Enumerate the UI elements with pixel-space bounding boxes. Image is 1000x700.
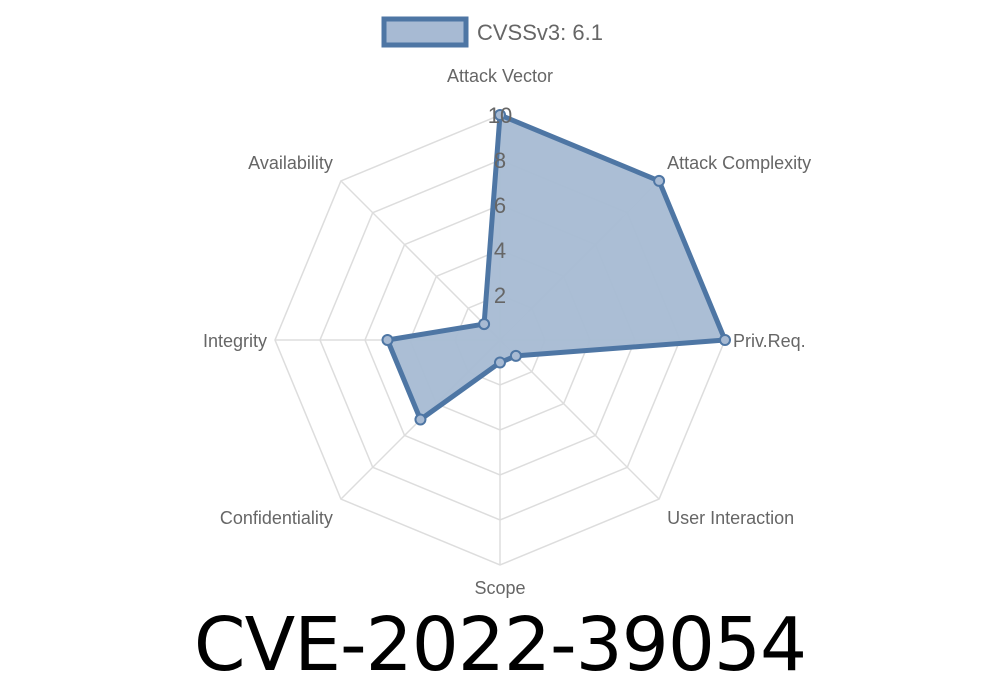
tick-label: 8 [494,148,506,173]
axis-label: Scope [474,578,525,598]
tick-label: 2 [494,283,506,308]
tick-label: 6 [494,193,506,218]
data-point [478,318,491,331]
legend-label: CVSSv3: 6.1 [477,20,603,45]
legend-swatch [381,16,469,48]
data-point [494,109,506,121]
axis-label: Attack Vector [447,66,553,86]
axis-label: Priv.Req. [733,331,806,351]
data-point [414,413,427,426]
grid-spoke [499,339,660,500]
tick-label: 4 [494,238,506,263]
tick-label: 10 [488,103,512,128]
axis-label: Integrity [203,331,267,351]
axis-label: Availability [248,153,333,173]
chart-title: CVE-2022-39054 [193,602,807,688]
data-point [653,174,666,187]
data-point [509,349,522,362]
axis-label: Attack Complexity [667,153,811,173]
data-point [719,334,731,346]
data-point [381,334,394,346]
axis-label: User Interaction [667,508,794,528]
grid-spoke [340,180,501,341]
data-point [494,356,506,369]
axis-label: Confidentiality [220,508,333,528]
